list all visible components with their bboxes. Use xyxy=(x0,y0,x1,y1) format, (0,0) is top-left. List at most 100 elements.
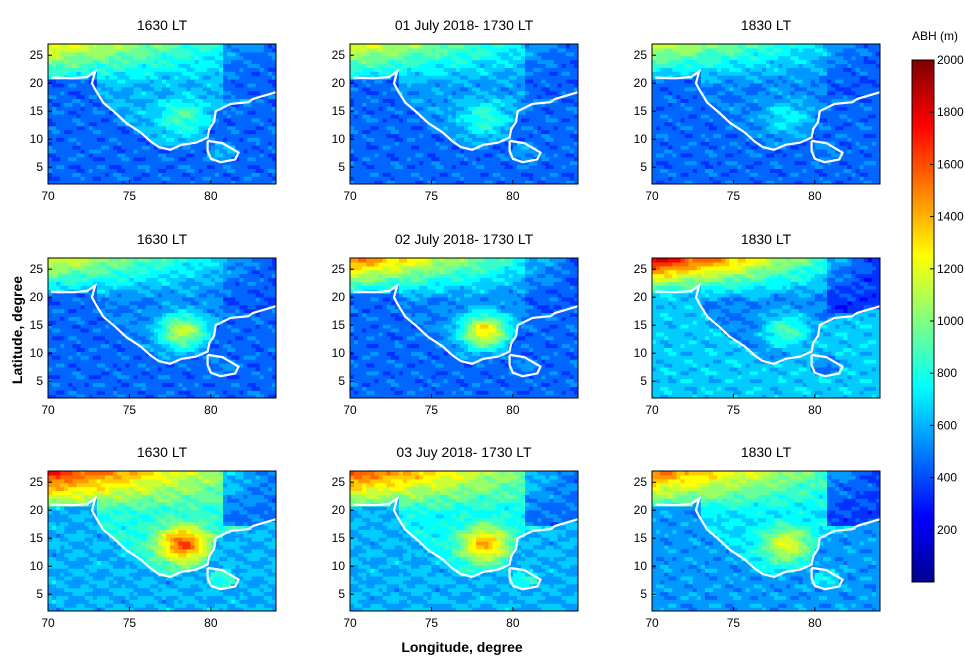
y-tick-label: 10 xyxy=(332,559,346,573)
x-tick-label: 80 xyxy=(808,616,822,630)
y-tick-label: 10 xyxy=(30,132,44,146)
y-tick-label: 15 xyxy=(634,104,648,118)
x-tick-label: 70 xyxy=(41,189,55,203)
y-tick-label: 25 xyxy=(634,475,648,489)
y-tick-label: 5 xyxy=(338,160,345,174)
y-tick-label: 10 xyxy=(634,559,648,573)
panel-9: 1830 LT 70 75 80 5 10 15 20 25 xyxy=(634,444,881,630)
y-tick-label: 20 xyxy=(30,503,44,517)
y-tick-label: 20 xyxy=(332,290,346,304)
y-tick-label: 15 xyxy=(332,104,346,118)
y-tick-label: 15 xyxy=(634,318,648,332)
y-tick-label: 10 xyxy=(332,346,346,360)
axes-frame xyxy=(651,43,881,185)
panel-title: 02 July 2018- 1730 LT xyxy=(395,231,534,247)
y-tick-label: 5 xyxy=(640,374,647,388)
y-tick-label: 20 xyxy=(332,76,346,90)
coastline xyxy=(655,68,880,151)
y-tick-label: 15 xyxy=(332,531,346,545)
y-tick-label: 20 xyxy=(634,503,648,517)
sri-lanka-outline xyxy=(508,353,542,378)
colorbar-tick-label: 800 xyxy=(937,366,957,380)
coastline xyxy=(51,68,276,151)
y-tick-label: 20 xyxy=(30,76,44,90)
colorbar-label: ABH (m) xyxy=(912,29,958,43)
axes-frame xyxy=(651,257,881,399)
axes-frame xyxy=(349,43,579,185)
x-tick-label: 70 xyxy=(41,616,55,630)
x-tick-label: 80 xyxy=(808,403,822,417)
panel-title: 1830 LT xyxy=(741,231,792,247)
x-tick-label: 70 xyxy=(645,189,659,203)
x-tick-label: 70 xyxy=(343,189,357,203)
y-tick-label: 10 xyxy=(30,559,44,573)
y-tick-label: 5 xyxy=(36,160,43,174)
y-tick-label: 5 xyxy=(640,587,647,601)
x-tick-label: 80 xyxy=(506,616,520,630)
colorbar-tick-label: 1200 xyxy=(937,262,964,276)
x-tick-label: 75 xyxy=(727,189,741,203)
sri-lanka-outline xyxy=(810,139,844,164)
x-tick-label: 80 xyxy=(204,403,218,417)
x-tick-label: 70 xyxy=(645,616,659,630)
abh-field xyxy=(652,471,880,611)
panel-2: 01 July 2018- 1730 LT 70 75 80 5 10 15 20 25 xyxy=(332,17,579,203)
axes-frame xyxy=(349,257,579,399)
colorbar-tick-label: 2000 xyxy=(937,53,964,67)
coastline xyxy=(655,282,880,365)
abh-field xyxy=(652,44,880,184)
x-tick-label: 70 xyxy=(343,403,357,417)
panel-7: 1630 LT 70 75 80 5 10 15 20 25 xyxy=(30,444,277,630)
panel-title: 1630 LT xyxy=(137,17,188,33)
colorbar-ticks: 200 400 600 800 1000 1200 1400 1600 1800 2000 xyxy=(930,53,964,537)
x-tick-label: 70 xyxy=(41,403,55,417)
sri-lanka-outline xyxy=(206,566,240,591)
y-tick-label: 20 xyxy=(30,290,44,304)
x-tick-label: 75 xyxy=(123,189,137,203)
coastline xyxy=(353,282,578,365)
y-tick-label: 5 xyxy=(338,587,345,601)
colorbar-tick-label: 400 xyxy=(937,471,957,485)
axes-frame xyxy=(47,43,277,185)
y-tick-label: 5 xyxy=(338,374,345,388)
y-tick-label: 15 xyxy=(634,531,648,545)
colorbar-tick-label: 1600 xyxy=(937,157,964,171)
x-tick-label: 75 xyxy=(727,616,741,630)
y-tick-label: 20 xyxy=(634,76,648,90)
colorbar-tick-label: 600 xyxy=(937,418,957,432)
x-tick-label: 75 xyxy=(425,403,439,417)
y-tick-label: 15 xyxy=(30,318,44,332)
abh-field xyxy=(652,258,880,398)
axes-frame xyxy=(651,470,881,612)
y-tick-label: 25 xyxy=(30,48,44,62)
y-tick-label: 10 xyxy=(332,132,346,146)
x-tick-label: 70 xyxy=(343,616,357,630)
panel-grid: 1630 LT 70 75 80 5 10 15 20 25 01 July 2018- 1730… xyxy=(30,17,881,630)
coastline xyxy=(51,282,276,365)
y-tick-label: 25 xyxy=(634,262,648,276)
axes-frame xyxy=(349,470,579,612)
abh-field xyxy=(350,258,578,398)
y-tick-label: 25 xyxy=(332,262,346,276)
coastline xyxy=(51,495,276,578)
y-tick-label: 5 xyxy=(640,160,647,174)
x-tick-label: 80 xyxy=(506,189,520,203)
sri-lanka-outline xyxy=(508,139,542,164)
colorbar-tick-label: 1800 xyxy=(937,105,964,119)
panel-1: 1630 LT 70 75 80 5 10 15 20 25 xyxy=(30,17,277,203)
x-axis-label: Longitude, degree xyxy=(401,639,523,655)
x-tick-label: 80 xyxy=(506,403,520,417)
y-tick-label: 25 xyxy=(332,475,346,489)
panel-title: 01 July 2018- 1730 LT xyxy=(395,17,534,33)
y-tick-label: 10 xyxy=(30,346,44,360)
coastline xyxy=(353,68,578,151)
sri-lanka-outline xyxy=(508,566,542,591)
y-tick-label: 25 xyxy=(30,475,44,489)
abh-field xyxy=(48,471,276,611)
sri-lanka-outline xyxy=(810,566,844,591)
panel-8: 03 Juy 2018- 1730 LT 70 75 80 5 10 15 20 25 xyxy=(332,444,579,630)
panel-title: 03 Juy 2018- 1730 LT xyxy=(396,444,532,460)
x-tick-label: 75 xyxy=(425,616,439,630)
sri-lanka-outline xyxy=(206,353,240,378)
axes-frame xyxy=(47,257,277,399)
